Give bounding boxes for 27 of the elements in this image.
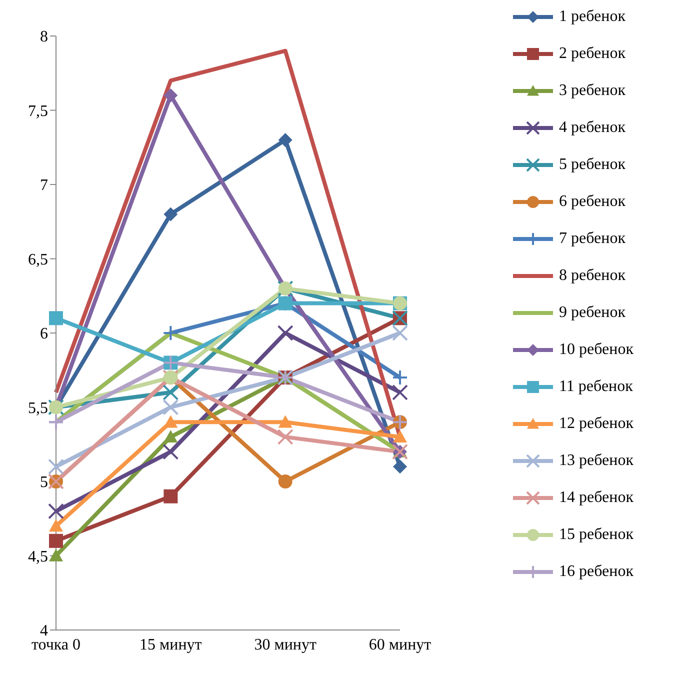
legend-label: 15 ребенок <box>559 526 634 544</box>
x-tick-label: 30 минут <box>254 636 316 654</box>
legend-label: 11 ребенок <box>559 378 633 396</box>
y-tick-label: 6 <box>40 326 48 343</box>
legend-label: 10 ребенок <box>559 340 634 358</box>
legend-label: 5 ребенок <box>559 156 626 174</box>
y-tick-label: 8 <box>40 28 48 46</box>
legend-label: 1 ребенок <box>559 8 626 26</box>
legend-label: 4 ребенок <box>559 118 626 136</box>
legend-label: 3 ребенок <box>559 82 626 100</box>
legend-label: 13 ребенок <box>559 452 634 470</box>
legend-label: 6 ребенок <box>559 192 626 210</box>
y-tick-label: 5,5 <box>28 400 48 417</box>
legend-label: 8 ребенок <box>559 266 626 284</box>
y-tick-label: 4,5 <box>28 548 48 566</box>
x-tick-label: 15 минут <box>140 636 202 654</box>
legend-label: 12 ребенок <box>559 414 634 432</box>
y-tick-label: 5 <box>40 474 48 492</box>
legend-label: 14 ребенок <box>559 488 634 506</box>
legend-label: 7 ребенок <box>559 230 626 248</box>
legend-label: 2 ребенок <box>559 44 626 62</box>
legend-label: 16 ребенок <box>559 562 634 580</box>
y-tick-label: 7 <box>40 177 48 194</box>
y-tick-label: 6,5 <box>28 251 48 268</box>
x-tick-label: 60 минут <box>368 636 432 654</box>
legend-label: 9 ребенок <box>559 304 626 322</box>
y-tick-label: 7,5 <box>28 102 48 120</box>
